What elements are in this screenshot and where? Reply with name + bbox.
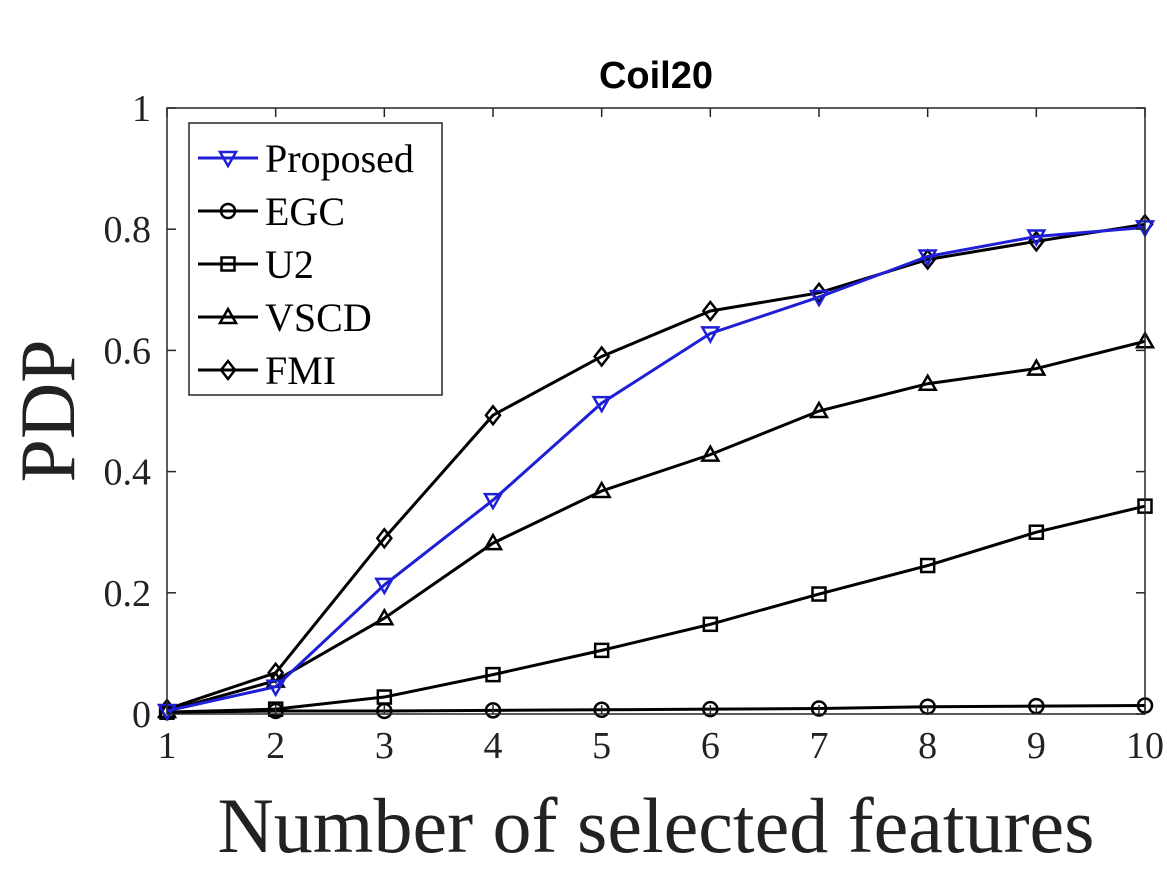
x-tick-label: 5 bbox=[592, 725, 611, 767]
tick-layer: 1 2 3 4 5 6 7 8 9 10 0 0.2 0.4 0.6 0.8 1 bbox=[104, 88, 1165, 767]
data-point-proposed bbox=[374, 577, 395, 596]
series-line-egc bbox=[166, 704, 1146, 714]
data-point-proposed bbox=[591, 395, 612, 414]
legend-label-proposed: Proposed bbox=[265, 136, 414, 181]
data-point-fmi bbox=[375, 527, 393, 550]
data-point-fmi bbox=[701, 299, 719, 323]
legend-marker-fmi bbox=[219, 358, 237, 382]
data-point-proposed bbox=[265, 679, 286, 698]
data-point-proposed bbox=[1026, 229, 1047, 247]
x-tick-label: 10 bbox=[1126, 725, 1164, 767]
data-point-u2 bbox=[593, 642, 610, 659]
x-tick-label: 3 bbox=[375, 725, 394, 767]
data-point-fmi bbox=[593, 345, 611, 368]
data-point-vscd bbox=[700, 444, 721, 462]
data-point-proposed bbox=[808, 289, 830, 308]
data-point-u2 bbox=[267, 701, 284, 717]
data-point-vscd bbox=[808, 400, 830, 419]
data-point-vscd bbox=[374, 607, 395, 626]
y-tick-label: 0.8 bbox=[104, 209, 152, 251]
legend-label-vscd: VSCD bbox=[265, 295, 372, 340]
data-point-proposed bbox=[482, 492, 504, 511]
data-point-egc bbox=[484, 702, 502, 719]
data-point-egc bbox=[593, 701, 610, 719]
x-tick-label: 2 bbox=[266, 725, 285, 767]
data-point-proposed bbox=[700, 326, 721, 344]
x-tick-label: 8 bbox=[918, 725, 937, 767]
series-line-fmi bbox=[166, 222, 1146, 711]
data-point-vscd bbox=[591, 480, 612, 499]
y-axis-title: PDP bbox=[4, 339, 91, 482]
y-tick-label: 0.4 bbox=[104, 452, 152, 494]
data-point-egc bbox=[810, 700, 828, 717]
x-tick-label: 4 bbox=[484, 725, 503, 767]
legend-label-egc: EGC bbox=[265, 189, 345, 234]
x-axis-title: Number of selected features bbox=[217, 782, 1094, 869]
legend-entry-proposed: Proposed bbox=[198, 136, 414, 181]
series-line-u2 bbox=[166, 504, 1146, 714]
legend-entry-vscd: VSCD bbox=[198, 295, 372, 340]
data-point-vscd bbox=[482, 532, 504, 551]
data-point-vscd bbox=[917, 373, 938, 391]
legend-label-u2: U2 bbox=[265, 242, 314, 287]
data-point-fmi bbox=[484, 404, 502, 427]
series-line-proposed bbox=[166, 225, 1146, 713]
y-tick-label: 1 bbox=[132, 88, 151, 130]
chart-title: Coil20 bbox=[599, 55, 713, 97]
x-tick-label: 1 bbox=[158, 725, 177, 767]
y-tick-label: 0 bbox=[132, 694, 151, 736]
legend: Proposed EGC U2 VSCD FMI bbox=[188, 122, 443, 396]
data-point-egc bbox=[702, 700, 719, 718]
data-point-proposed bbox=[917, 249, 938, 267]
y-tick-label: 0.6 bbox=[104, 330, 152, 372]
data-point-u2 bbox=[702, 616, 719, 633]
legend-marker-egc bbox=[219, 202, 237, 220]
x-tick-label: 6 bbox=[701, 725, 720, 767]
data-point-u2 bbox=[919, 557, 936, 574]
legend-entry-egc: EGC bbox=[198, 189, 345, 234]
legend-entry-fmi: FMI bbox=[198, 348, 336, 393]
series-layer bbox=[156, 213, 1156, 722]
data-point-u2 bbox=[485, 666, 501, 683]
series-u2 bbox=[159, 498, 1153, 720]
series-line-vscd bbox=[166, 339, 1146, 713]
data-point-u2 bbox=[1028, 524, 1045, 540]
legend-marker-u2 bbox=[220, 256, 236, 272]
data-point-u2 bbox=[811, 586, 827, 602]
data-point-vscd bbox=[1026, 358, 1047, 376]
x-tick-label: 7 bbox=[810, 725, 829, 767]
data-point-u2 bbox=[376, 689, 393, 705]
legend-marker-proposed bbox=[217, 150, 239, 169]
x-tick-label: 9 bbox=[1027, 725, 1046, 767]
legend-box bbox=[188, 122, 443, 396]
plot-frame bbox=[166, 107, 1146, 715]
legend-entry-u2: U2 bbox=[198, 242, 314, 287]
y-tick-label: 0.2 bbox=[104, 573, 152, 615]
legend-label-fmi: FMI bbox=[265, 348, 336, 393]
legend-marker-vscd bbox=[217, 306, 239, 325]
